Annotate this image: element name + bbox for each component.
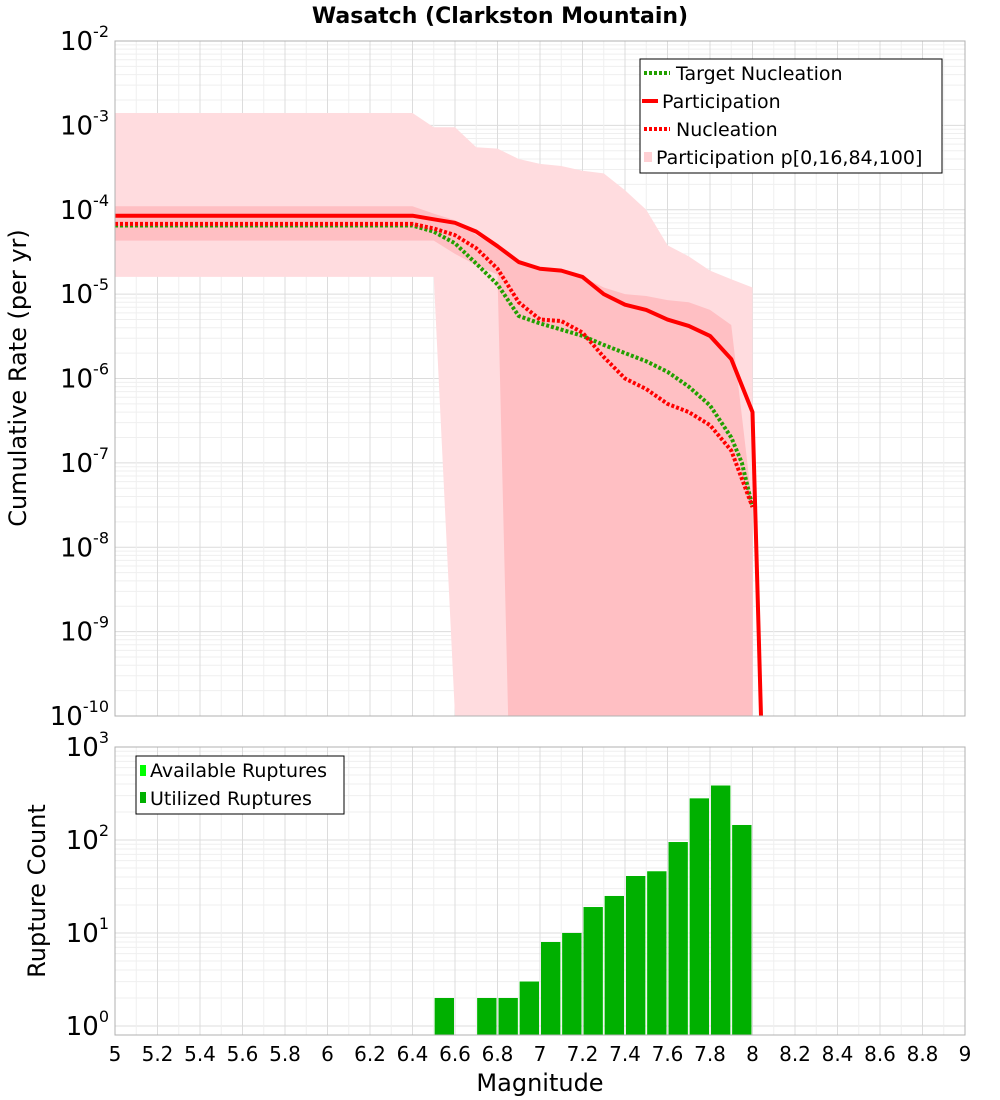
legend-label-target-nucleation: Target Nucleation bbox=[675, 63, 843, 85]
legend-box bbox=[639, 58, 943, 174]
bar-utilized bbox=[434, 997, 454, 1035]
count-plot-x-label: Magnitude bbox=[476, 1069, 603, 1097]
rate-plot-frame bbox=[114, 40, 966, 717]
y-tick-label: 10-2 bbox=[60, 22, 109, 57]
x-tick-label: 6.8 bbox=[482, 1042, 514, 1066]
bar-utilized bbox=[583, 907, 603, 1035]
x-tick-label: 8.4 bbox=[822, 1042, 854, 1066]
legend-label-nucleation: Nucleation bbox=[676, 119, 778, 141]
bar-utilized bbox=[668, 842, 688, 1035]
rate-plot-y-label: Cumulative Rate (per yr) bbox=[4, 229, 32, 527]
y-tick-label: 10-4 bbox=[60, 191, 109, 226]
x-tick-label: 8.6 bbox=[864, 1042, 896, 1066]
x-tick-label: 7.2 bbox=[567, 1042, 599, 1066]
x-tick-label: 8.8 bbox=[907, 1042, 939, 1066]
rate-plot-bands bbox=[115, 113, 753, 716]
bar-utilized bbox=[689, 798, 709, 1035]
count-plot-bars bbox=[434, 785, 752, 1035]
bar-utilized bbox=[477, 997, 497, 1035]
y-tick-label: 10-7 bbox=[60, 444, 109, 479]
count-plot-x-ticks: 5 5.2 5.4 5.6 5.8 6 6.2 6.4 6.6 6.8 7 7.2 7.4 7.6 7.8 8… bbox=[109, 1042, 972, 1066]
count-plot-frame bbox=[114, 746, 966, 1036]
count-plot-y-ticks: 103 102 101 100 bbox=[66, 728, 109, 1042]
x-tick-label: 8.2 bbox=[779, 1042, 811, 1066]
x-tick-label: 6.6 bbox=[439, 1042, 471, 1066]
x-tick-label: 9 bbox=[959, 1042, 972, 1066]
x-tick-label: 6.2 bbox=[354, 1042, 386, 1066]
y-tick-label: 10-5 bbox=[60, 275, 109, 310]
x-tick-label: 6 bbox=[321, 1042, 334, 1066]
x-tick-label: 5.2 bbox=[142, 1042, 174, 1066]
x-tick-label: 7.4 bbox=[609, 1042, 641, 1066]
x-tick-label: 7 bbox=[534, 1042, 547, 1066]
legend-swatch-available bbox=[140, 765, 146, 776]
band-1 bbox=[115, 206, 753, 716]
rate-plot-lines bbox=[115, 213, 763, 717]
count-plot-legend: Available Ruptures Utilized Ruptures bbox=[135, 755, 345, 815]
x-tick-label: 7.8 bbox=[694, 1042, 726, 1066]
series-target-nucleation bbox=[115, 223, 755, 508]
bar-utilized bbox=[732, 824, 752, 1035]
legend-label-available: Available Ruptures bbox=[150, 760, 327, 782]
legend-label-participation-band: Participation p[0,16,84,100] bbox=[656, 147, 922, 169]
bar-utilized bbox=[498, 997, 518, 1035]
count-plot-grid bbox=[114, 746, 966, 1035]
legend-swatch-participation-band bbox=[644, 152, 652, 162]
y-tick-label: 103 bbox=[66, 728, 109, 763]
bar-utilized bbox=[519, 981, 539, 1035]
chart-title: Wasatch (Clarkston Mountain) bbox=[312, 4, 688, 29]
y-tick-label: 10-3 bbox=[60, 106, 109, 141]
y-tick-label: 10-10 bbox=[50, 697, 109, 732]
y-tick-label: 102 bbox=[66, 821, 109, 856]
y-tick-label: 10-9 bbox=[60, 613, 109, 648]
legend-label-participation: Participation bbox=[662, 91, 781, 113]
bar-utilized bbox=[647, 871, 667, 1035]
x-tick-label: 5.4 bbox=[184, 1042, 216, 1066]
bar-utilized bbox=[604, 895, 624, 1035]
x-tick-label: 5.8 bbox=[269, 1042, 301, 1066]
legend-label-utilized: Utilized Ruptures bbox=[150, 788, 312, 810]
rate-plot-legend: Target Nucleation Participation Nucleati… bbox=[639, 58, 943, 174]
y-tick-label: 10-6 bbox=[60, 360, 109, 395]
x-tick-label: 8 bbox=[746, 1042, 759, 1066]
rate-plot-y-ticks: 10-2 10-3 10-4 10-5 10-6 10-7 10-8 10-9 10-10 bbox=[50, 22, 109, 732]
y-tick-label: 100 bbox=[66, 1007, 109, 1042]
series-nucleation bbox=[115, 221, 755, 508]
x-tick-label: 5 bbox=[109, 1042, 122, 1066]
bar-utilized bbox=[541, 942, 561, 1035]
bar-utilized bbox=[562, 932, 582, 1035]
rate-plot: 10-2 10-3 10-4 10-5 10-6 10-7 10-8 10-9 10-10 Cu… bbox=[4, 22, 966, 732]
y-tick-label: 101 bbox=[66, 914, 109, 949]
legend-box bbox=[135, 755, 345, 815]
bar-utilized bbox=[626, 876, 646, 1035]
count-plot-y-label: Rupture Count bbox=[23, 804, 51, 978]
bar-utilized bbox=[711, 785, 731, 1035]
x-tick-label: 6.4 bbox=[397, 1042, 429, 1066]
rupture-count-plot: 103 102 101 100 5 5.2 5.4 5.6 5.8 6 6.2 6.4 6.6 6.8 7… bbox=[23, 728, 971, 1097]
x-tick-label: 7.6 bbox=[652, 1042, 684, 1066]
series-participation bbox=[115, 213, 763, 717]
legend-swatch-utilized bbox=[140, 792, 146, 803]
y-tick-label: 10-8 bbox=[60, 528, 109, 563]
x-tick-label: 5.6 bbox=[227, 1042, 259, 1066]
